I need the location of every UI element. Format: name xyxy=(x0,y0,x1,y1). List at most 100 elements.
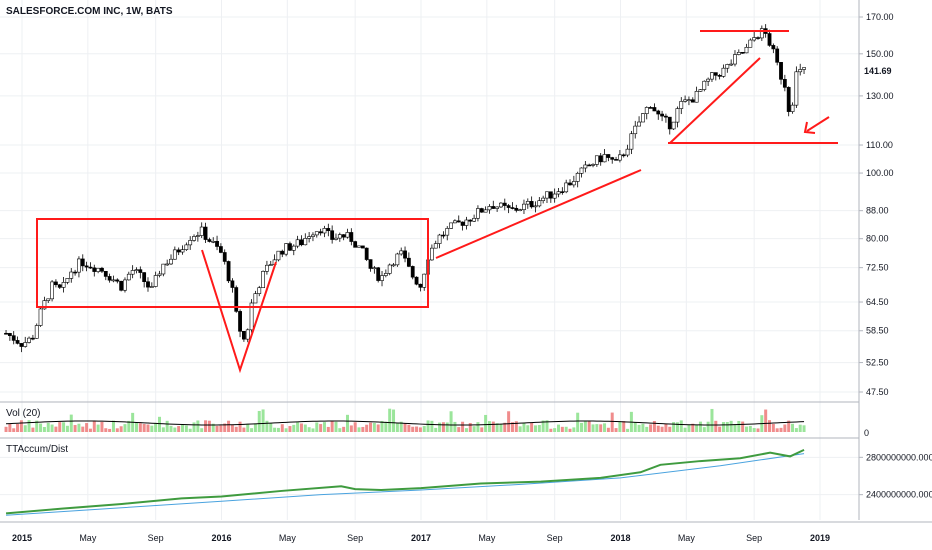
volume-bar xyxy=(737,420,741,432)
candle-body xyxy=(414,276,419,285)
candle-body xyxy=(7,333,12,336)
volume-bar xyxy=(495,423,499,432)
candle-body xyxy=(403,250,407,259)
volume-bar xyxy=(204,420,208,432)
candle-body xyxy=(656,110,661,115)
volume-bar xyxy=(319,424,323,432)
candle-body xyxy=(234,287,239,312)
volume-bar xyxy=(92,421,96,432)
volume-bar xyxy=(376,424,380,432)
candle-body xyxy=(510,207,515,209)
volume-bar xyxy=(507,411,511,432)
volume-bar xyxy=(487,421,491,432)
candle-body xyxy=(96,267,101,272)
candle-body xyxy=(525,201,530,205)
candle-body xyxy=(406,257,411,267)
candle-body xyxy=(794,71,799,106)
candle-body xyxy=(318,231,323,234)
candle-body xyxy=(215,241,219,247)
volume-bar xyxy=(35,420,39,432)
candle-body xyxy=(687,99,691,102)
candle-body xyxy=(395,253,400,266)
volume-bar xyxy=(614,428,618,432)
candle-body xyxy=(284,243,289,255)
volume-bar xyxy=(303,424,307,432)
trendline-2018 xyxy=(669,57,761,144)
candle-body xyxy=(548,191,553,199)
time-tick-label: Sep xyxy=(746,533,762,543)
candle-body xyxy=(134,269,139,271)
candle-body xyxy=(422,273,427,288)
volume-bar xyxy=(227,420,231,432)
candle-body xyxy=(514,207,519,211)
candle-body xyxy=(771,45,776,50)
volume-bar xyxy=(88,428,92,432)
volume-bar xyxy=(388,408,392,432)
volume-bar xyxy=(27,420,31,432)
volume-bar xyxy=(418,427,422,432)
candle-body xyxy=(353,241,358,248)
candle-body xyxy=(11,335,16,341)
candle-body xyxy=(483,209,488,213)
volume-bar xyxy=(369,422,373,432)
candle-body xyxy=(288,243,292,251)
candle-body xyxy=(180,249,185,253)
volume-bar xyxy=(568,428,572,432)
candle-body xyxy=(453,220,457,224)
candle-body xyxy=(42,300,47,310)
candle-body xyxy=(387,264,392,274)
volume-bar xyxy=(422,426,426,432)
candle-body xyxy=(790,104,795,112)
volume-bar xyxy=(453,421,457,432)
volume-bar xyxy=(652,421,656,432)
candle-body xyxy=(671,121,676,130)
volume-bar xyxy=(557,424,561,432)
volume-bar xyxy=(342,426,346,432)
volume-bar xyxy=(783,424,787,432)
volume-bar xyxy=(165,420,169,432)
time-tick-label: 2015 xyxy=(12,533,32,543)
volume-bar xyxy=(230,425,234,432)
volume-ma-line xyxy=(6,420,805,426)
candle-body xyxy=(660,113,664,117)
candle-body xyxy=(46,298,51,301)
volume-bar xyxy=(541,420,545,432)
candle-body xyxy=(50,281,54,300)
volume-bar xyxy=(445,422,449,432)
candle-body xyxy=(107,276,112,281)
volume-bar xyxy=(441,422,445,432)
volume-bar xyxy=(514,421,518,432)
volume-bar xyxy=(698,421,702,432)
volume-bar xyxy=(31,427,35,432)
candle-body xyxy=(621,154,626,157)
volume-bar xyxy=(357,427,361,432)
time-tick-label: Sep xyxy=(347,533,363,543)
candle-body xyxy=(4,332,8,335)
candle-body xyxy=(756,37,760,39)
volume-bar xyxy=(288,426,292,432)
candle-body xyxy=(341,234,346,238)
grid xyxy=(0,0,859,520)
candle-body xyxy=(291,245,296,251)
candle-body xyxy=(779,62,783,80)
volume-bar xyxy=(173,427,177,432)
volume-bar xyxy=(710,408,714,432)
v-bottom-lines xyxy=(201,249,277,374)
candle-body xyxy=(690,99,695,103)
candle-body xyxy=(667,116,672,130)
candle-body xyxy=(238,311,242,332)
volume-bar xyxy=(622,421,626,432)
volume-bar xyxy=(62,422,66,432)
volume-bar xyxy=(77,423,81,432)
candle-body xyxy=(27,337,31,343)
candle-body xyxy=(123,279,127,291)
volume-bar xyxy=(403,423,407,432)
candle-body xyxy=(334,237,338,240)
candle-body xyxy=(476,208,480,219)
volume-bar xyxy=(675,422,679,432)
volume-bar xyxy=(560,426,564,432)
candle-body xyxy=(429,247,434,261)
volume-bar xyxy=(618,421,622,432)
volume-bar xyxy=(791,423,795,432)
candle-body xyxy=(80,258,85,267)
